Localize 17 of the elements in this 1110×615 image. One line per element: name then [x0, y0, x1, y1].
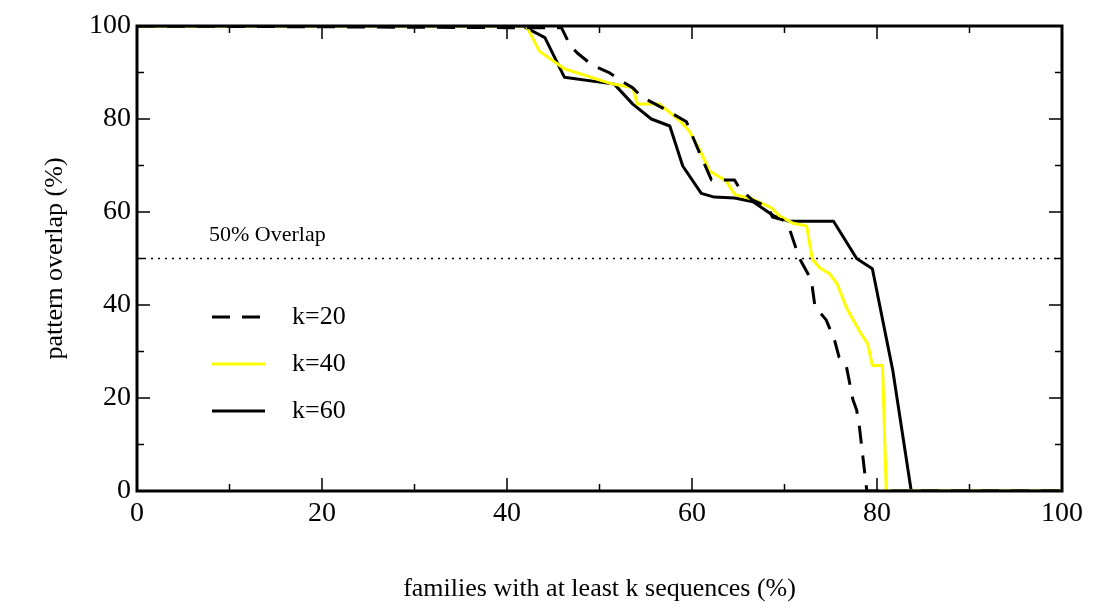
legend-label: k=60: [292, 394, 346, 424]
x-tick-label: 80: [863, 496, 891, 528]
legend-label: k=20: [292, 300, 346, 330]
y-axis-title: pattern overlap (%): [39, 157, 69, 360]
y-tick-label: 60: [103, 194, 131, 226]
y-tick-label: 0: [117, 473, 131, 505]
legend-label: k=40: [292, 347, 346, 377]
x-tick-label: 20: [308, 496, 336, 528]
x-tick-label: 100: [1041, 496, 1083, 528]
x-tick-label: 60: [678, 496, 706, 528]
y-tick-label: 100: [89, 8, 131, 40]
y-tick-label: 80: [103, 101, 131, 133]
y-tick-label: 40: [103, 287, 131, 319]
y-tick-label: 20: [103, 380, 131, 412]
x-axis-title: families with at least k sequences (%): [403, 573, 796, 603]
ref-line-label: 50% Overlap: [209, 221, 326, 247]
x-tick-label: 40: [493, 496, 521, 528]
